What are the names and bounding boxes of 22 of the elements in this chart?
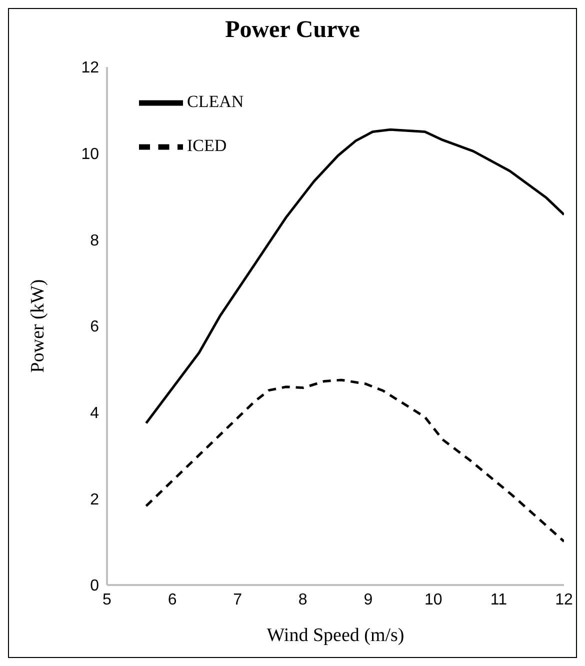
y-axis-title: Power (kW) xyxy=(28,279,49,373)
x-tick-label: 8 xyxy=(298,591,308,608)
x-tick-label: 6 xyxy=(168,591,177,608)
x-tick-label: 9 xyxy=(364,591,373,608)
y-tick-label: 0 xyxy=(90,578,100,595)
y-tick-label: 6 xyxy=(90,318,100,336)
y-tick-label: 4 xyxy=(90,405,100,422)
y-tick-label: 2 xyxy=(90,491,100,508)
legend-label: ICED xyxy=(187,136,227,155)
legend-label: CLEAN xyxy=(187,92,244,111)
chart-title: Power Curve xyxy=(224,16,361,45)
y-tick-label: 10 xyxy=(81,146,100,164)
line-series xyxy=(144,378,564,543)
x-tick-label: 10 xyxy=(424,591,442,608)
y-tick-label: 8 xyxy=(90,232,100,250)
x-axis-title: Wind Speed (m/s) xyxy=(266,625,404,646)
x-tick-label: 11 xyxy=(490,591,508,608)
line-series xyxy=(144,128,564,424)
x-tick-label: 12 xyxy=(555,591,573,608)
y-tick-label: 12 xyxy=(81,60,100,77)
x-tick-label: 5 xyxy=(102,591,112,608)
x-tick-label: 7 xyxy=(233,591,242,608)
